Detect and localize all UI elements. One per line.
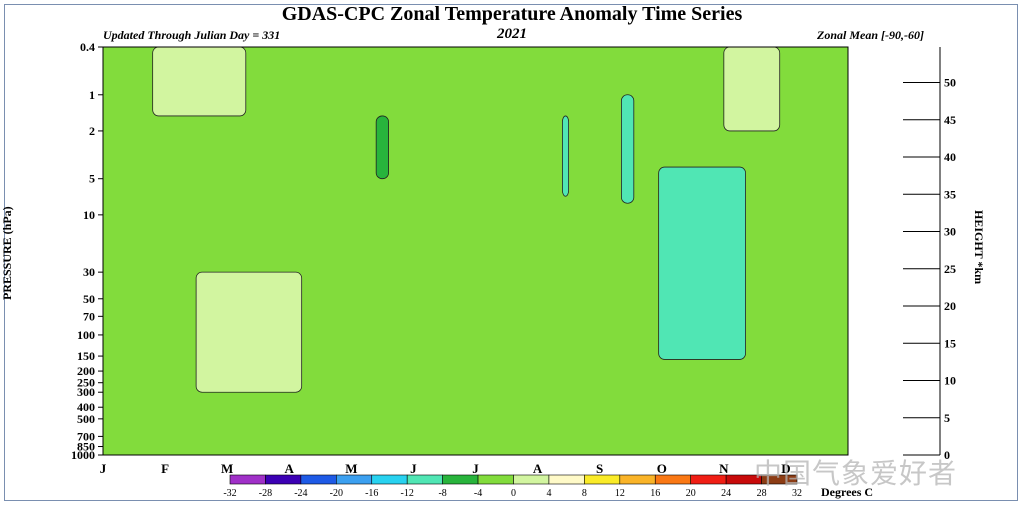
anomaly-region-1 — [562, 115, 570, 197]
plot-frame — [102, 46, 849, 456]
colorbar-unit-label: Degrees C — [821, 485, 874, 499]
colorbar-label-13: 20 — [686, 488, 696, 499]
y2-tick-label-4: 30 — [944, 225, 956, 239]
colorbar-swatch-4 — [371, 474, 408, 485]
anomaly-region-4 — [723, 46, 781, 132]
colorbar-swatch-12 — [654, 474, 691, 485]
y-tick-label-15: 700 — [77, 429, 95, 443]
colorbar-swatch-9 — [548, 474, 585, 485]
x-tick-label-11: D — [781, 461, 790, 476]
y-tick-label-3: 5 — [89, 172, 95, 186]
x-tick-label-2: M — [221, 461, 233, 476]
colorbar-label-8: 0 — [511, 488, 516, 499]
y2-tick-label-9: 5 — [944, 411, 950, 425]
y-tick-label-7: 70 — [83, 309, 95, 323]
colorbar-swatch-13 — [690, 474, 727, 485]
y-tick-label-13: 400 — [77, 400, 95, 414]
x-tick-label-3: A — [285, 461, 295, 476]
colorbar-swatch-6 — [442, 474, 479, 485]
chart-year: 2021 — [497, 26, 527, 42]
x-tick-label-0: J — [100, 461, 107, 476]
colorbar-label-14: 24 — [721, 488, 731, 499]
colorbar-label-12: 16 — [650, 488, 660, 499]
y-tick-label-6: 50 — [83, 292, 95, 306]
x-tick-label-8: S — [596, 461, 603, 476]
colorbar-label-16: 32 — [792, 488, 802, 499]
x-tick-label-5: J — [410, 461, 417, 476]
colorbar-swatch-5 — [406, 474, 443, 485]
y-tick-label-2: 2 — [89, 124, 95, 138]
y2-tick-label-0: 50 — [944, 76, 956, 90]
x-tick-label-6: J — [472, 461, 479, 476]
y-tick-label-8: 100 — [77, 328, 95, 342]
chart-right-subtitle: Zonal Mean [-90,-60] — [817, 28, 924, 42]
y2-tick-label-10: 0 — [944, 448, 950, 462]
colorbar-label-5: -12 — [401, 488, 414, 499]
colorbar-label-4: -16 — [365, 488, 378, 499]
y-tick-label-9: 150 — [77, 349, 95, 363]
colorbar-label-0: -32 — [223, 488, 236, 499]
y-tick-label-10: 200 — [77, 364, 95, 378]
colorbar-swatch-2 — [300, 474, 337, 485]
colorbar-label-10: 8 — [582, 488, 587, 499]
colorbar-label-11: 12 — [615, 488, 625, 499]
colorbar-label-6: -8 — [438, 488, 446, 499]
watermark: 中国气象爱好者 — [754, 457, 958, 490]
x-tick-label-4: M — [345, 461, 357, 476]
chart-title: GDAS-CPC Zonal Temperature Anomaly Time … — [281, 3, 743, 25]
y-tick-label-12: 300 — [77, 385, 95, 399]
colorbar-swatch-11 — [619, 474, 656, 485]
anomaly-region-0 — [375, 115, 389, 180]
y2-tick-label-5: 25 — [944, 262, 956, 276]
y2-tick-label-7: 15 — [944, 336, 956, 350]
y-tick-label-16: 850 — [77, 440, 95, 454]
y2-tick-label-1: 45 — [944, 113, 956, 127]
anomaly-region-2 — [620, 94, 635, 204]
y2-tick-label-3: 35 — [944, 187, 956, 201]
y2-tick-label-6: 20 — [944, 299, 956, 313]
y-tick-label-1: 1 — [89, 88, 95, 102]
colorbar-label-2: -24 — [294, 488, 307, 499]
colorbar-swatch-1 — [265, 474, 302, 485]
colorbar-swatch-15 — [761, 474, 798, 485]
y2-tick-label-8: 10 — [944, 374, 956, 388]
colorbar-swatch-8 — [513, 474, 550, 485]
x-tick-label-9: O — [657, 461, 667, 476]
colorbar-label-3: -20 — [330, 488, 343, 499]
colorbar-swatch-10 — [584, 474, 621, 485]
x-tick-label-10: N — [719, 461, 729, 476]
y-tick-label-4: 10 — [83, 208, 95, 222]
colorbar-swatch-7 — [477, 474, 514, 485]
anomaly-region-5 — [195, 271, 303, 393]
figure-frame — [4, 4, 1018, 501]
chart-left-subtitle: Updated Through Julian Day = 331 — [103, 28, 281, 42]
colorbar-swatch-0 — [229, 474, 266, 485]
colorbar-swatch-3 — [336, 474, 373, 485]
y-tick-label-11: 250 — [77, 376, 95, 390]
anomaly-region-3 — [658, 166, 746, 360]
anomaly-region-6 — [152, 46, 247, 117]
y-tick-label-0: 0.4 — [80, 40, 95, 54]
colorbar-label-1: -28 — [259, 488, 272, 499]
colorbar-label-15: 28 — [757, 488, 767, 499]
y-tick-label-17: 1000 — [71, 448, 95, 462]
y2-tick-label-2: 40 — [944, 150, 956, 164]
colorbar-label-9: 4 — [546, 488, 551, 499]
y-tick-label-5: 30 — [83, 265, 95, 279]
colorbar-label-7: -4 — [474, 488, 482, 499]
x-tick-label-1: F — [161, 461, 169, 476]
y-tick-label-14: 500 — [77, 412, 95, 426]
x-tick-label-7: A — [533, 461, 543, 476]
